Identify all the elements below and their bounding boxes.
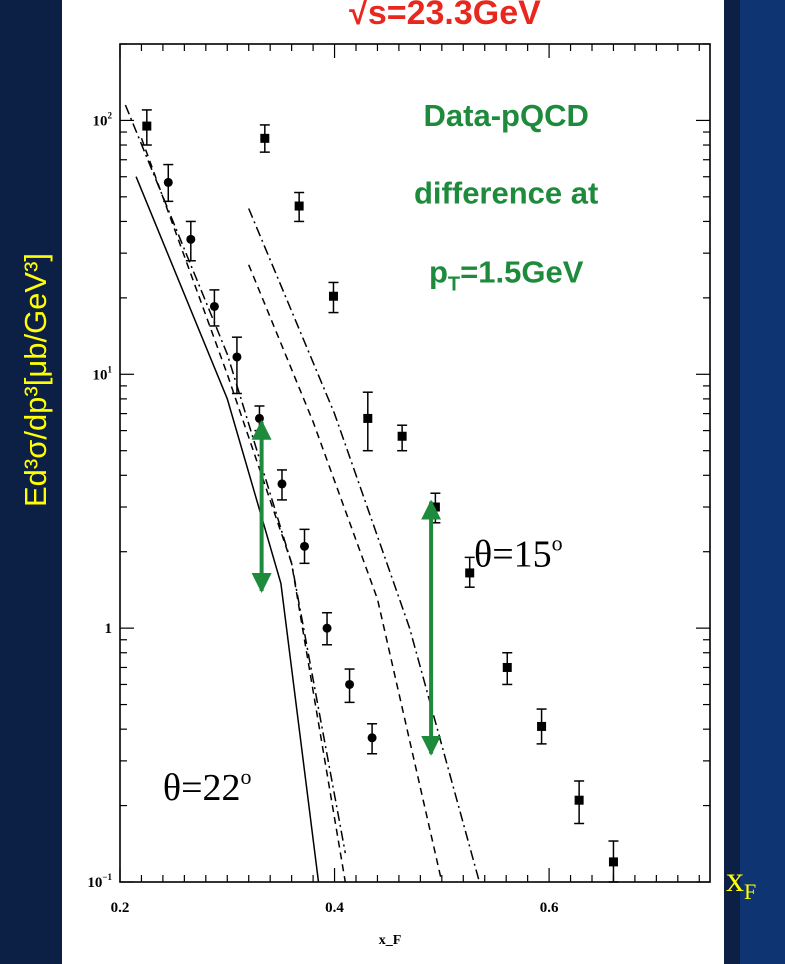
data-point-square: [363, 413, 373, 423]
data-point-circle: [367, 733, 377, 743]
y-tick-label: 1: [105, 621, 113, 637]
data-point-square: [260, 133, 270, 143]
chart-annotation: θ=22o: [163, 764, 252, 809]
data-point-circle: [322, 623, 332, 633]
data-point-circle: [300, 541, 310, 551]
data-point-square: [397, 431, 407, 441]
x-axis-label: x_F: [379, 933, 402, 948]
data-point-circle: [209, 301, 219, 311]
x-tick-label: 0.2: [111, 900, 130, 916]
data-point-square: [328, 291, 338, 301]
data-point-square: [294, 201, 304, 211]
data-point-circle: [254, 413, 264, 423]
data-point-square: [574, 795, 584, 805]
x-axis-title-xf: xF: [726, 859, 757, 905]
y-tick-label: 102: [93, 110, 113, 129]
theory-curve-dashed: [248, 264, 443, 883]
data-point-square: [502, 662, 512, 672]
x-tick-label: 0.4: [325, 900, 344, 916]
data-point-circle: [232, 352, 242, 362]
x-tick-label: 0.6: [540, 900, 559, 916]
plot-frame: [119, 43, 711, 883]
data-point-circle: [186, 234, 196, 244]
data-point-circle: [277, 479, 287, 489]
data-point-square: [537, 721, 547, 731]
chart-annotation: difference at: [414, 176, 598, 211]
data-point-square: [465, 568, 475, 578]
chart-annotation: Data-pQCD: [424, 98, 589, 133]
data-point-circle: [345, 679, 355, 689]
chart-annotation: θ=15o: [474, 530, 563, 575]
y-tick-label: 101: [93, 364, 113, 383]
chart-annotation: pT=1.5GeV: [429, 254, 584, 295]
slide-background-right: [740, 0, 785, 964]
data-point-square: [608, 857, 618, 867]
theory-curve-dashdot: [124, 104, 347, 854]
data-point-square: [142, 121, 152, 131]
figure-panel: [62, 0, 724, 964]
theory-curve-dashdot: [248, 208, 481, 883]
chart-title: √s=23.3GeV: [349, 0, 541, 32]
y-tick-label: 10−1: [87, 872, 112, 891]
data-point-circle: [163, 177, 173, 187]
